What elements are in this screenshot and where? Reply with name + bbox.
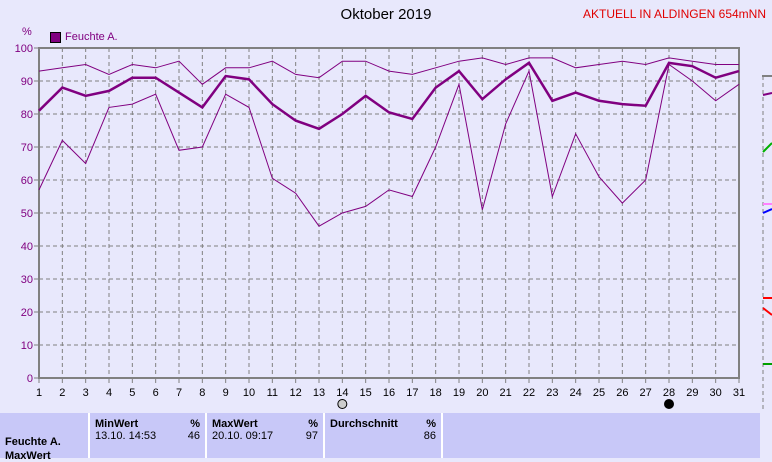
current-location-label: AKTUELL IN ALDINGEN 654mNN	[583, 7, 766, 21]
stats-table: Feuchte A. MaxWert MinWert% 13.10. 14:53…	[0, 413, 760, 462]
max-header: MaxWert	[212, 418, 258, 430]
x-tick-label: 27	[640, 387, 652, 399]
x-tick-label: 19	[453, 387, 465, 399]
row-label-cell: Feuchte A. MaxWert	[0, 413, 88, 462]
x-tick-label: 29	[686, 387, 698, 399]
x-tick-label: 18	[430, 387, 442, 399]
avg-header: Durchschnitt	[330, 418, 398, 430]
x-tick-label: 30	[710, 387, 722, 399]
legend: Feuchte A.	[50, 31, 118, 43]
plot-frame	[38, 47, 740, 379]
x-tick-label: 15	[360, 387, 372, 399]
y-tick-label: 10	[21, 340, 33, 352]
side-panel-line	[762, 142, 772, 153]
x-tick-label: 5	[129, 387, 135, 399]
max-time: 20.10. 09:17	[212, 430, 274, 442]
x-tick-label: 9	[223, 387, 229, 399]
y-tick-label: 50	[21, 208, 33, 220]
x-tick-label: 28	[663, 387, 675, 399]
chart-title: Oktober 2019	[340, 6, 432, 23]
series-line-min	[38, 63, 740, 227]
y-tick-label: 100	[15, 43, 33, 55]
legend-swatch	[50, 31, 61, 43]
x-tick-label: 7	[176, 387, 182, 399]
y-tick-label: 90	[21, 76, 33, 88]
x-tick-label: 14	[336, 387, 348, 399]
x-tick-label: 10	[243, 387, 255, 399]
x-tick-label: 25	[593, 387, 605, 399]
filled-circle-icon	[664, 399, 674, 409]
y-tick-label: 40	[21, 241, 33, 253]
y-tick-label: 0	[27, 373, 33, 385]
x-tick-label: 12	[290, 387, 302, 399]
y-tick-label: 20	[21, 307, 33, 319]
max-cell: MaxWert% 20.10. 09:17 97	[205, 413, 323, 458]
min-time: 13.10. 14:53	[95, 430, 157, 442]
y-tick-label: 70	[21, 142, 33, 154]
row-label: Feuchte A.	[5, 436, 61, 448]
x-tick-label: 13	[313, 387, 325, 399]
y-axis-unit: %	[22, 26, 32, 38]
y-tick-label: 30	[21, 274, 33, 286]
hatched-circle-icon	[337, 399, 348, 409]
row-label-2: MaxWert	[5, 450, 51, 462]
x-tick-label: 11	[267, 387, 278, 399]
min-cell: MinWert% 13.10. 14:53 46	[88, 413, 205, 458]
max-value: 97	[305, 430, 318, 442]
x-tick-label: 17	[406, 387, 418, 399]
x-tick-label: 2	[59, 387, 65, 399]
min-header: MinWert	[95, 418, 139, 430]
avg-value: 86	[423, 430, 436, 442]
x-tick-label: 1	[36, 387, 42, 399]
x-tick-label: 31	[733, 387, 745, 399]
x-tick-label: 20	[476, 387, 488, 399]
x-tick-label: 16	[383, 387, 395, 399]
y-tick-label: 80	[21, 109, 33, 121]
legend-label: Feuchte A.	[65, 31, 118, 43]
min-unit: %	[190, 418, 200, 430]
avg-cell: Durchschnitt% 86	[323, 413, 441, 458]
x-tick-label: 23	[546, 387, 558, 399]
avg-unit: %	[426, 418, 436, 430]
x-tick-label: 24	[570, 387, 582, 399]
series-line-average	[38, 61, 740, 131]
min-value: 46	[187, 430, 200, 442]
x-tick-label: 3	[83, 387, 89, 399]
x-tick-label: 22	[523, 387, 535, 399]
x-tick-label: 26	[616, 387, 628, 399]
side-panel-line	[762, 208, 772, 214]
side-panel-line	[762, 307, 772, 316]
x-tick-label: 8	[199, 387, 205, 399]
side-panel-line	[762, 92, 772, 96]
empty-cell	[441, 413, 760, 458]
x-tick-label: 6	[153, 387, 159, 399]
x-tick-label: 21	[500, 387, 512, 399]
max-unit: %	[308, 418, 318, 430]
y-tick-label: 60	[21, 175, 33, 187]
x-tick-label: 4	[106, 387, 112, 399]
series-line-max	[38, 57, 739, 85]
